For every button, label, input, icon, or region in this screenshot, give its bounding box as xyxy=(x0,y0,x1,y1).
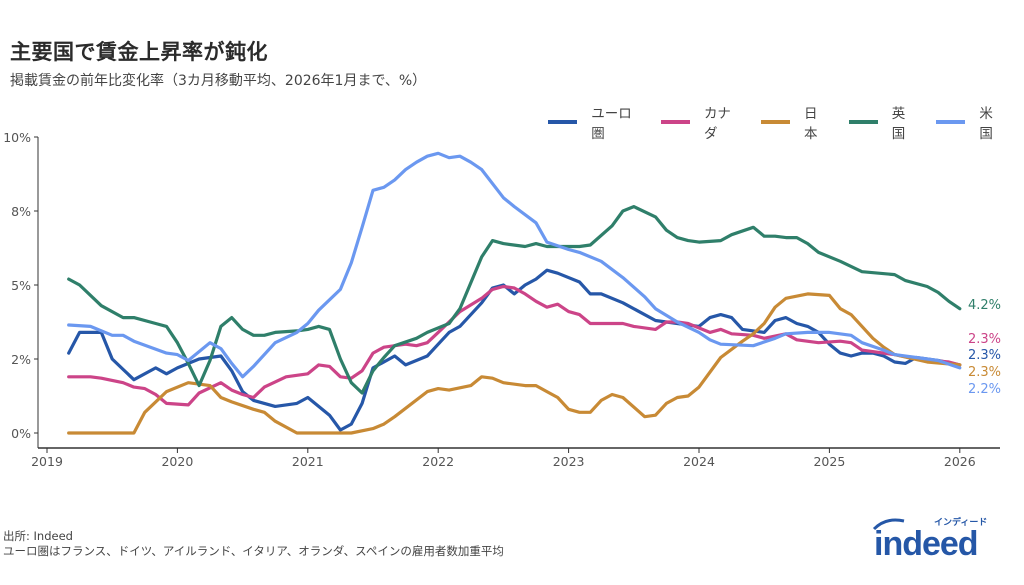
series-line-canada xyxy=(67,284,962,407)
end-value-label: 4.2% xyxy=(968,298,1001,313)
x-tick-label: 2020 xyxy=(161,454,193,469)
legend-label: 英国 xyxy=(891,106,906,142)
x-tick-label: 2019 xyxy=(31,454,63,469)
legend-item-uk: 英国 xyxy=(848,102,917,142)
end-value-label: 2.2% xyxy=(968,382,1001,397)
y-tick-label: 5% xyxy=(11,278,31,293)
x-tick-label: 2022 xyxy=(422,454,454,469)
y-tick-label: 10% xyxy=(3,130,31,145)
y-tick-label: 2% xyxy=(11,352,31,367)
series-line-us xyxy=(67,151,962,379)
page-title: 主要国で賃金上昇率が鈍化 xyxy=(10,40,268,64)
end-value-label: 2.3% xyxy=(968,332,1001,347)
eurozone-note: ユーロ圏はフランス、ドイツ、アイルランド、イタリア、オランダ、スペインの雇用者数… xyxy=(3,544,504,558)
series-line-uk xyxy=(67,205,962,395)
legend-item-eurozone: ユーロ圏 xyxy=(548,102,641,142)
svg-text:インディード: インディード xyxy=(934,516,987,528)
end-value-label: 2.3% xyxy=(968,348,1001,363)
legend-swatch xyxy=(548,120,578,124)
indeed-logo: インディード indeed xyxy=(872,513,1002,563)
y-tick-label: 8% xyxy=(11,204,31,219)
indeed-logo-icon: インディード indeed xyxy=(872,516,987,563)
legend-swatch xyxy=(848,120,878,124)
x-tick-label: 2023 xyxy=(553,454,585,469)
legend-label: 日本 xyxy=(804,106,818,142)
x-tick-label: 2025 xyxy=(813,454,845,469)
svg-text:indeed: indeed xyxy=(874,525,978,563)
legend-label: 米国 xyxy=(979,106,993,142)
series-line-eurozone xyxy=(67,268,962,432)
legend-label: ユーロ圏 xyxy=(591,106,632,142)
source-note: 出所: Indeed xyxy=(3,529,73,543)
legend-item-canada: カナダ xyxy=(660,102,741,142)
y-tick-label: 0% xyxy=(11,426,31,441)
end-value-label: 2.3% xyxy=(968,365,1001,380)
legend-item-japan: 日本 xyxy=(760,102,829,142)
legend-swatch xyxy=(936,120,966,124)
series-line-japan xyxy=(67,292,962,435)
chart-legend: ユーロ圏 カナダ 日本 英国 米国 xyxy=(548,102,1024,142)
page-subtitle: 掲載賃金の前年比変化率（3カ月移動平均、2026年1月まで、%） xyxy=(10,73,427,89)
legend-swatch xyxy=(760,120,791,124)
x-tick-label: 2026 xyxy=(944,454,976,469)
legend-label: カナダ xyxy=(703,106,731,142)
x-tick-label: 2024 xyxy=(683,454,715,469)
legend-item-us: 米国 xyxy=(936,102,1004,142)
legend-swatch xyxy=(660,120,690,124)
x-tick-label: 2021 xyxy=(292,454,324,469)
